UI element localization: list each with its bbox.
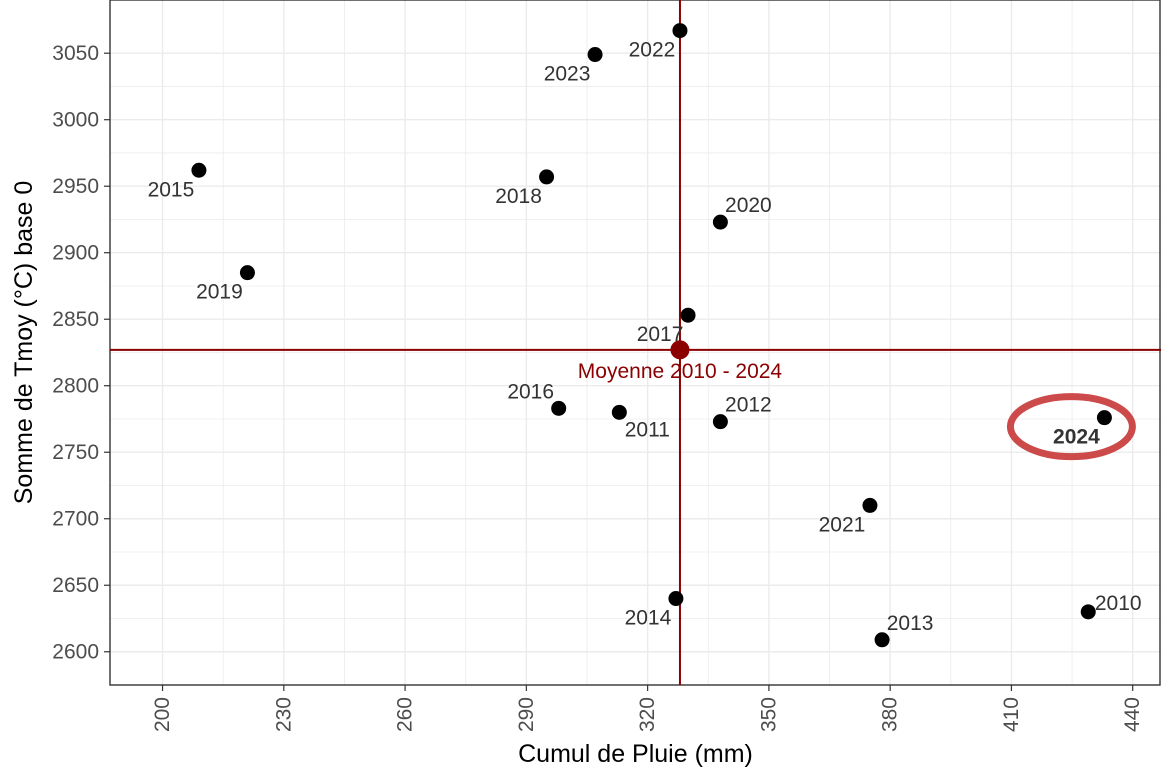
data-point bbox=[1080, 604, 1096, 620]
x-tick-label: 440 bbox=[1121, 697, 1144, 732]
x-tick-label: 320 bbox=[636, 697, 659, 732]
y-tick-label: 2950 bbox=[52, 175, 99, 198]
x-tick-label: 260 bbox=[394, 697, 417, 732]
y-tick-label: 2650 bbox=[52, 574, 99, 597]
point-label: 2019 bbox=[196, 281, 243, 304]
panel-border bbox=[109, 0, 1161, 686]
data-point bbox=[672, 23, 688, 39]
x-tick-label: 200 bbox=[151, 697, 174, 732]
y-tick-label: 2800 bbox=[52, 375, 99, 398]
data-point bbox=[191, 162, 207, 178]
point-label: 2023 bbox=[544, 63, 591, 86]
point-label: 2020 bbox=[725, 194, 772, 217]
average-lines bbox=[110, 0, 1161, 685]
y-tick-label: 2600 bbox=[52, 641, 99, 664]
data-point bbox=[551, 400, 567, 416]
y-tick-label: 2750 bbox=[52, 441, 99, 464]
data-point bbox=[611, 404, 627, 420]
point-label: 2018 bbox=[495, 185, 542, 208]
data-point bbox=[874, 632, 890, 648]
highlight-ring bbox=[1006, 393, 1136, 461]
x-tick-label: 290 bbox=[515, 697, 538, 732]
point-label: 2024 bbox=[1053, 426, 1100, 449]
y-tick-label: 3000 bbox=[52, 109, 99, 132]
average-label: Moyenne 2010 - 2024 bbox=[578, 360, 783, 383]
data-point bbox=[712, 414, 728, 430]
point-label: 2022 bbox=[629, 39, 676, 62]
point-labels: 2010 2011 2012 2013 2014 2015 2016 2017 2018 2019… bbox=[148, 39, 1142, 635]
point-label: 2013 bbox=[887, 612, 934, 635]
point-label: 2012 bbox=[725, 394, 772, 417]
y-tick-label: 2850 bbox=[52, 308, 99, 331]
axis-ticks: 200 230 260 290 320 350 380 410 440 2600 2650 2700 2… bbox=[52, 42, 1144, 732]
y-tick-label: 2700 bbox=[52, 508, 99, 531]
panel-frame bbox=[109, 0, 1161, 686]
y-tick-label: 2900 bbox=[52, 242, 99, 265]
x-tick-label: 410 bbox=[1000, 697, 1023, 732]
x-tick-label: 350 bbox=[757, 697, 780, 732]
point-label: 2011 bbox=[625, 418, 670, 441]
data-point bbox=[587, 47, 603, 63]
x-tick-label: 230 bbox=[272, 697, 295, 732]
point-label: 2017 bbox=[637, 323, 684, 346]
data-point bbox=[239, 265, 255, 281]
point-label: 2014 bbox=[625, 607, 672, 630]
data-points bbox=[191, 23, 1112, 648]
grid-lines bbox=[110, 0, 1161, 685]
y-axis-title: Somme de Tmoy (°C) base 0 bbox=[10, 181, 38, 505]
data-point bbox=[539, 169, 555, 185]
data-point bbox=[862, 497, 878, 513]
average-point bbox=[670, 340, 690, 360]
y-tick-label: 3050 bbox=[52, 42, 99, 65]
point-label: 2016 bbox=[507, 380, 554, 403]
data-point bbox=[712, 214, 728, 230]
x-tick-label: 380 bbox=[879, 697, 902, 732]
data-point bbox=[680, 307, 696, 323]
point-label: 2021 bbox=[819, 513, 866, 536]
point-label: 2015 bbox=[148, 178, 195, 201]
data-point bbox=[1096, 410, 1112, 426]
point-label: 2010 bbox=[1095, 592, 1142, 615]
data-point bbox=[668, 591, 684, 607]
x-axis-title: Cumul de Pluie (mm) bbox=[518, 740, 753, 768]
